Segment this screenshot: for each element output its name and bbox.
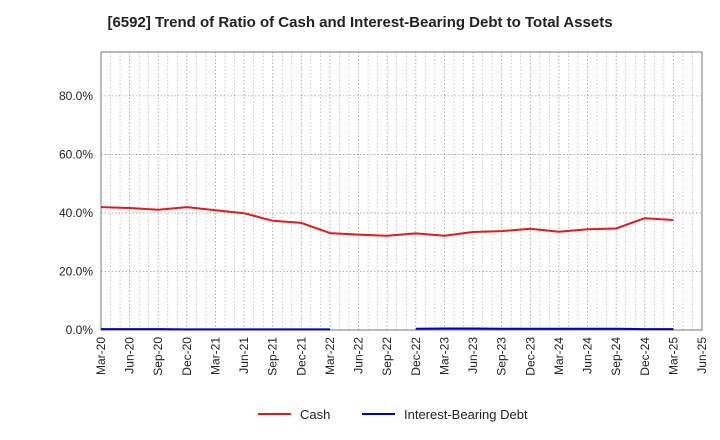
x-tick-label: Sep-22 (380, 337, 394, 376)
x-tick-label: Dec-23 (523, 337, 537, 376)
x-tick-label: Dec-22 (409, 337, 423, 376)
x-tick-label: Mar-25 (666, 337, 680, 375)
x-tick-label: Jun-23 (466, 337, 480, 374)
y-tick-label: 80.0% (59, 89, 93, 103)
x-tick-label: Mar-20 (94, 337, 108, 375)
x-tick-label: Mar-21 (208, 337, 222, 375)
y-tick-label: 40.0% (59, 206, 93, 220)
x-tick-label: Sep-20 (151, 337, 165, 376)
series-line-cash (100, 206, 674, 237)
legend-label-cash: Cash (300, 407, 330, 422)
x-tick-label: Sep-23 (495, 337, 509, 376)
x-tick-label: Jun-20 (123, 337, 137, 374)
x-tick-label: Mar-23 (437, 337, 451, 375)
x-tick-label: Mar-24 (552, 337, 566, 375)
series-line-interest-bearing-debt (415, 327, 674, 331)
y-tick-label: 20.0% (59, 264, 93, 278)
x-tick-label: Jun-24 (581, 337, 595, 374)
chart-title: [6592] Trend of Ratio of Cash and Intere… (107, 14, 613, 31)
x-tick-label: Dec-24 (638, 337, 652, 376)
x-tick-label: Sep-24 (609, 337, 623, 376)
x-tick-label: Dec-20 (180, 337, 194, 376)
x-tick-label: Dec-21 (294, 337, 308, 376)
x-tick-label: Sep-21 (266, 337, 280, 376)
plot-area-frame (100, 51, 703, 331)
x-tick-label: Jun-22 (352, 337, 366, 374)
x-tick-label: Jun-21 (237, 337, 251, 374)
y-tick-label: 60.0% (59, 147, 93, 161)
y-tick-label: 0.0% (66, 323, 94, 337)
legend-label-interest-bearing-debt: Interest-Bearing Debt (404, 407, 528, 422)
x-tick-label: Mar-22 (323, 337, 337, 375)
x-tick-label: Jun-25 (695, 337, 709, 374)
